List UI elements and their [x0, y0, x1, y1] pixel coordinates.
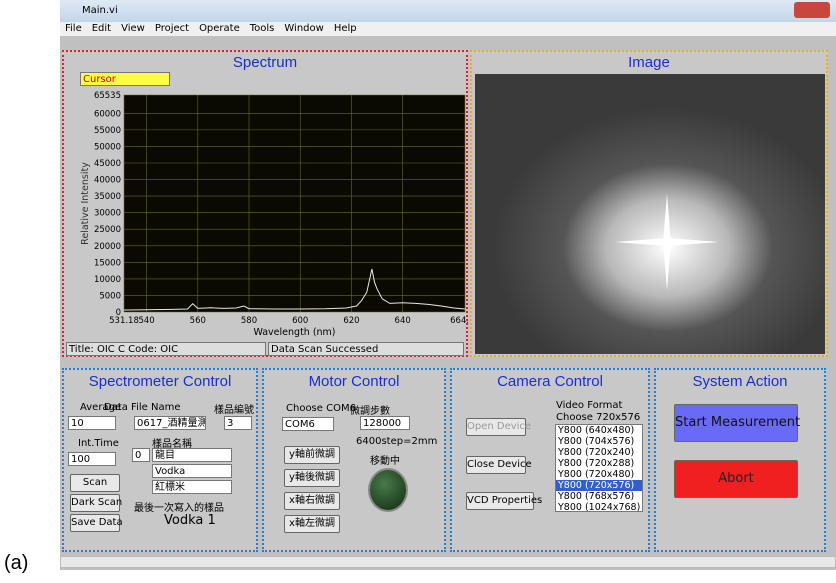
y-tick-label: 20000: [94, 242, 121, 252]
int-input[interactable]: 100: [68, 452, 116, 466]
window-title: Main.vi: [82, 5, 118, 16]
y-tick-label: 25000: [94, 225, 121, 235]
sample-name[interactable]: 紅標米: [152, 480, 232, 494]
menu-item[interactable]: File: [60, 22, 87, 35]
x-tick-label: 620: [343, 316, 359, 326]
page: Main.vi FileEditViewProjectOperateToolsW…: [0, 0, 836, 583]
start-button[interactable]: Start Measurement: [674, 404, 798, 442]
format-item[interactable]: Y800 (720x480): [556, 469, 642, 480]
format-list[interactable]: Y800 (640x480)Y800 (704x576)Y800 (720x24…: [555, 424, 643, 512]
com-select[interactable]: COM6: [282, 417, 334, 431]
format-item[interactable]: Y800 (720x240): [556, 447, 642, 458]
format-item[interactable]: Y800 (1024x768): [556, 502, 642, 512]
y-tick-label: 45000: [94, 159, 121, 169]
format-item[interactable]: Y800 (704x576): [556, 436, 642, 447]
x-tick-label: 580: [241, 316, 257, 326]
image-panel: Image: [470, 50, 828, 357]
format-item[interactable]: Y800 (640x480): [556, 425, 642, 436]
button[interactable]: Dark Scan: [70, 494, 120, 512]
label: 最後一次寫入的樣品: [134, 499, 224, 514]
menu-item[interactable]: Project: [150, 22, 194, 35]
camera-image: [475, 74, 825, 354]
y-tick-label: 40000: [94, 176, 121, 186]
button[interactable]: Open Device: [466, 418, 526, 436]
y-tick-label: 15000: [94, 258, 121, 268]
panel-title: Motor Control: [264, 373, 444, 390]
title-bar: Main.vi: [60, 0, 836, 22]
x-tick-label: 600: [292, 316, 308, 326]
label: Choose 720x576: [556, 412, 640, 423]
caption: (a): [4, 552, 28, 575]
label: Video Format: [556, 400, 622, 411]
button[interactable]: Scan: [70, 474, 120, 492]
plot-area: [124, 95, 465, 312]
label: Choose COM6: [286, 403, 356, 414]
abort-button[interactable]: Abort: [674, 460, 798, 498]
label: 微調步數: [350, 402, 390, 417]
menu-item[interactable]: View: [116, 22, 150, 35]
y-tick-label: 50000: [94, 142, 121, 152]
last-sample: Vodka 1: [164, 513, 216, 528]
sample-name[interactable]: 龍目: [152, 448, 232, 462]
y-tick-label: 65535: [94, 91, 121, 101]
step-input[interactable]: 128000: [360, 416, 410, 430]
button[interactable]: VCD Properties: [466, 492, 534, 510]
y-tick-label: 5000: [99, 291, 121, 301]
label: Data File Name: [104, 402, 180, 413]
sample-name[interactable]: Vodka: [152, 464, 232, 478]
x-tick-label: 640: [395, 316, 411, 326]
y-axis-label: Relative Intensity: [80, 162, 91, 245]
format-item[interactable]: Y800 (768x576): [556, 491, 642, 502]
format-item[interactable]: Y800 (720x576): [556, 480, 642, 491]
menu-item[interactable]: Operate: [194, 22, 245, 35]
average-input[interactable]: 10: [68, 416, 116, 430]
y-tick-label: 60000: [94, 109, 121, 119]
label: Int.Time: [78, 438, 119, 449]
id-input[interactable]: 3: [224, 416, 252, 430]
panel-title: System Action: [656, 373, 824, 390]
x-tick-label: 531.18: [109, 316, 139, 326]
x-tick-label: 560: [190, 316, 206, 326]
image-title: Image: [472, 54, 826, 71]
y-tick-label: 55000: [94, 126, 121, 136]
y-tick-label: 10000: [94, 275, 121, 285]
button[interactable]: y軸後微調: [284, 469, 340, 487]
x-tick-label: 664.35: [450, 316, 468, 326]
format-item[interactable]: Y800 (720x288): [556, 458, 642, 469]
x-tick-label: 540: [138, 316, 154, 326]
spectrum-plot: 0500010000150002000025000300003500040000…: [62, 50, 468, 350]
close-button[interactable]: [794, 2, 830, 18]
button[interactable]: Save Data: [70, 514, 120, 532]
moving-led: [368, 468, 408, 512]
panel-title: Camera Control: [452, 373, 648, 390]
scrollbar[interactable]: [60, 556, 836, 568]
menu-item[interactable]: Edit: [87, 22, 116, 35]
label: 6400step=2mm: [356, 436, 437, 447]
button[interactable]: x軸左微調: [284, 515, 340, 533]
menu-item[interactable]: Tools: [245, 22, 280, 35]
y-tick-label: 30000: [94, 209, 121, 219]
button[interactable]: x軸右微調: [284, 492, 340, 510]
x-axis-label: Wavelength (nm): [253, 327, 335, 338]
label: 樣品編號: [214, 401, 254, 416]
file-input[interactable]: 0617_酒精量測: [134, 416, 206, 430]
panel-title: Spectrometer Control: [64, 373, 256, 390]
label: 移動中: [370, 452, 400, 467]
y-tick-label: 35000: [94, 192, 121, 202]
button[interactable]: Close Device: [466, 456, 526, 474]
menu-item[interactable]: Window: [279, 22, 328, 35]
menu-item[interactable]: Help: [329, 22, 362, 35]
button[interactable]: y軸前微調: [284, 446, 340, 464]
index-input[interactable]: 0: [132, 448, 150, 462]
